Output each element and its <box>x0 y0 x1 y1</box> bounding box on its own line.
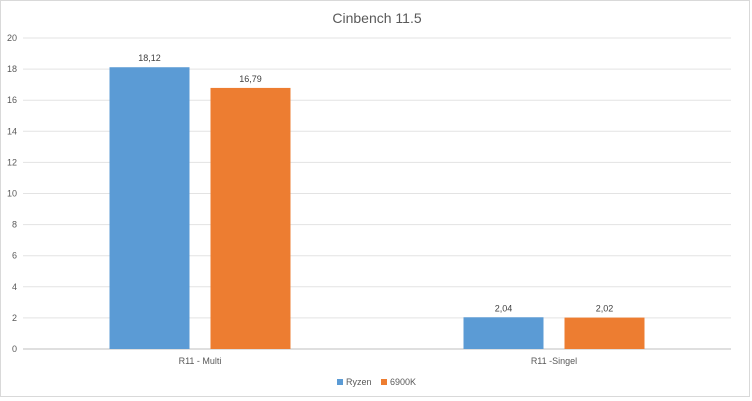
y-tick-label: 8 <box>12 220 17 230</box>
chart-title: Cinbench 11.5 <box>332 10 421 26</box>
y-tick-label: 12 <box>7 157 17 167</box>
y-tick-label: 20 <box>7 33 17 43</box>
y-tick-label: 2 <box>12 313 17 323</box>
data-label: 2,04 <box>495 303 513 313</box>
y-axis-ticks: 0 2 4 6 8 10 12 14 16 18 20 <box>7 33 17 354</box>
bar-ryzen-2 <box>463 317 544 349</box>
legend: Ryzen 6900K <box>337 377 416 387</box>
bar-ryzen-1 <box>109 67 190 349</box>
legend-swatch <box>337 379 343 385</box>
x-axis-categories: R11 - Multi R11 -Singel <box>179 356 578 366</box>
x-category-label: R11 - Multi <box>179 356 222 366</box>
y-tick-label: 4 <box>12 282 17 292</box>
legend-swatch <box>381 379 387 385</box>
y-tick-label: 14 <box>7 126 17 136</box>
y-tick-label: 10 <box>7 189 17 199</box>
data-label: 2,02 <box>596 304 614 314</box>
x-category-label: R11 -Singel <box>531 356 577 366</box>
data-label: 18,12 <box>138 53 161 63</box>
bar-6900k-2 <box>564 317 645 349</box>
bars: 18,12 16,79 2,04 2,02 <box>109 53 645 349</box>
y-tick-label: 6 <box>12 251 17 261</box>
legend-label: Ryzen <box>346 377 372 387</box>
y-tick-label: 18 <box>7 64 17 74</box>
y-tick-label: 16 <box>7 95 17 105</box>
y-tick-label: 0 <box>12 344 17 354</box>
bar-6900k-1 <box>210 87 291 349</box>
data-label: 16,79 <box>239 74 262 84</box>
legend-label: 6900K <box>390 377 416 387</box>
